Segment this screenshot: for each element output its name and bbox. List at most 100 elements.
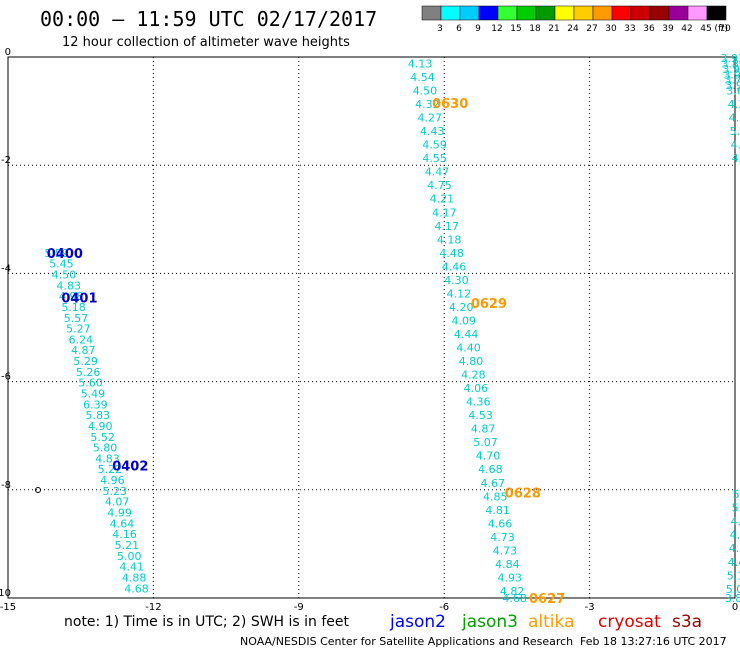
satellite-legend: jason2 jason3 altika cryosat s3a: [389, 612, 702, 632]
wave-height-label: 4.09: [451, 314, 476, 327]
time-label: 0629: [471, 297, 507, 312]
color-scale-swatch: [440, 5, 461, 21]
wave-height-label: 4.75: [731, 139, 740, 152]
wave-height-label: 4.47: [425, 166, 450, 179]
wave-height-label: 4.17: [435, 220, 460, 233]
wave-height-label: 4.96: [100, 474, 125, 487]
wave-height-label: 4.32: [415, 98, 440, 111]
wave-height-label: 5.18: [61, 301, 86, 314]
x-tick-label: -6: [439, 602, 449, 613]
wave-height-label: 3.93: [720, 52, 740, 65]
wave-height-label: 4.59: [422, 139, 447, 152]
plot-frame: [7, 56, 736, 599]
wave-height-label: 4.93: [498, 571, 522, 584]
wave-height-label: 4.73: [493, 544, 517, 557]
color-scale-tick: 21: [548, 24, 559, 34]
time-label: 0630: [432, 97, 468, 112]
wave-height-label: 3.88: [725, 592, 740, 605]
wave-height-label: 4.32: [728, 98, 740, 111]
wave-height-label: 4.87: [71, 344, 96, 357]
wave-height-label: 5.49: [81, 388, 106, 401]
color-scale-tick: 33: [624, 24, 635, 34]
wave-height-label: 4.55: [422, 152, 447, 165]
wave-height-label: 5.52: [90, 431, 115, 444]
track-left: 5.595.454.504.834.985.185.575.276.244.87…: [44, 247, 148, 595]
wave-height-label: 5.00: [730, 125, 740, 138]
legend-jason2: jason2: [389, 612, 446, 632]
wave-height-label: 3.95: [722, 63, 740, 76]
wave-height-label: 5.57: [64, 312, 88, 325]
wave-height-label: 4.68: [502, 592, 527, 605]
wave-height-label: 5.26: [76, 366, 101, 379]
wave-height-label: 3.71: [724, 74, 740, 87]
wave-height-label: 4.50: [52, 268, 76, 281]
color-scale-tick: 24: [567, 24, 579, 34]
x-tick-label: -12: [145, 602, 161, 613]
time-label: 0402: [112, 459, 148, 474]
wave-height-label: 4.18: [437, 233, 462, 246]
color-scale-swatch: [573, 5, 594, 21]
y-tick-label: 0: [5, 47, 11, 58]
color-scale-swatch: [421, 5, 442, 21]
color-scale-tick: 3: [437, 24, 443, 34]
wave-height-label: 4.90: [88, 420, 113, 433]
y-axis-ticks: 0 -2 -4 -6 -8 -10: [0, 47, 11, 599]
wave-height-label: 5.07: [473, 436, 498, 449]
time-label: 0628: [505, 487, 541, 502]
color-scale-swatch: [706, 5, 727, 21]
wave-height-label: 4.98: [59, 290, 84, 303]
wave-height-label: 3.62: [726, 85, 740, 98]
map-subtitle: 12 hour collection of altimeter wave hei…: [62, 35, 350, 50]
wave-height-label: 5.21: [115, 539, 140, 552]
x-tick-label: 0: [732, 602, 738, 613]
color-scale-tick: 36: [643, 24, 655, 34]
y-tick-label: -4: [1, 263, 11, 274]
map-title: 00:00 – 11:59 UTC 02/17/2017: [40, 7, 377, 31]
plot-area: -15-12-9-6-30 0-2-4-6-8-10 5.595.454.504…: [0, 47, 740, 613]
wave-height-label: 4.84: [495, 558, 519, 571]
wave-height-label: 4.85: [483, 490, 508, 503]
wave-height-label: 4.28: [461, 369, 486, 382]
wave-height-label: 4.33: [729, 542, 740, 555]
satellite-tracks: 5.595.454.504.834.985.185.575.276.244.87…: [44, 52, 740, 605]
wave-height-label: 4.99: [107, 507, 131, 520]
wave-height-label: 4.27: [418, 112, 443, 125]
wave-height-label: 4.50: [732, 152, 740, 165]
color-scale-tick: 15: [510, 24, 521, 34]
color-scale-swatch: [459, 5, 480, 21]
color-scale-tick: 27: [586, 24, 597, 34]
wave-height-label: 4.67: [481, 477, 506, 490]
wave-height-label: 4.07: [105, 496, 130, 509]
wave-height-label: 4.30: [444, 274, 469, 287]
wave-height-label: 4.13: [408, 57, 433, 70]
wave-height-label: 4.36: [466, 396, 491, 409]
color-scale-tick: 30: [605, 24, 617, 34]
wave-height-label: 5.18: [727, 569, 740, 582]
color-scale-tick: 45: [700, 24, 711, 34]
wave-height-label: 4.41: [119, 561, 143, 574]
wave-height-label: 4.44: [728, 556, 740, 569]
wave-height-label: 4.88: [122, 571, 147, 584]
color-scale-tick: 70: [719, 24, 731, 34]
color-scale-tick: 12: [491, 24, 502, 34]
wave-height-label: 4.38: [730, 529, 740, 542]
wave-height-label: 5.45: [49, 258, 74, 271]
y-tick-label: -8: [1, 480, 11, 491]
time-label: 0627: [529, 592, 565, 607]
x-tick-label: -15: [0, 602, 16, 613]
x-tick-label: -3: [585, 602, 595, 613]
wave-height-label: 5.00: [726, 583, 740, 596]
wave-height-label: 4.33: [729, 112, 740, 125]
color-scale-swatch: [592, 5, 613, 21]
color-scale: 3 6 9 12 15 18 21 24 27 30 33 36 39 42 45 70(ft): [421, 5, 731, 34]
wave-height-label: 4.50: [413, 85, 438, 98]
wave-height-label: 4.53: [468, 409, 493, 422]
wave-height-label: 4.82: [500, 585, 524, 598]
wave-height-label: 5.16: [733, 488, 740, 501]
track-right-bottom: 5.165.294.524.384.334.445.185.003.88: [725, 488, 740, 605]
color-scale-swatch: [687, 5, 708, 21]
marker-icon: [35, 487, 41, 493]
wave-height-label: 4.75: [427, 179, 452, 192]
wave-height-label: 3.86: [721, 57, 740, 70]
